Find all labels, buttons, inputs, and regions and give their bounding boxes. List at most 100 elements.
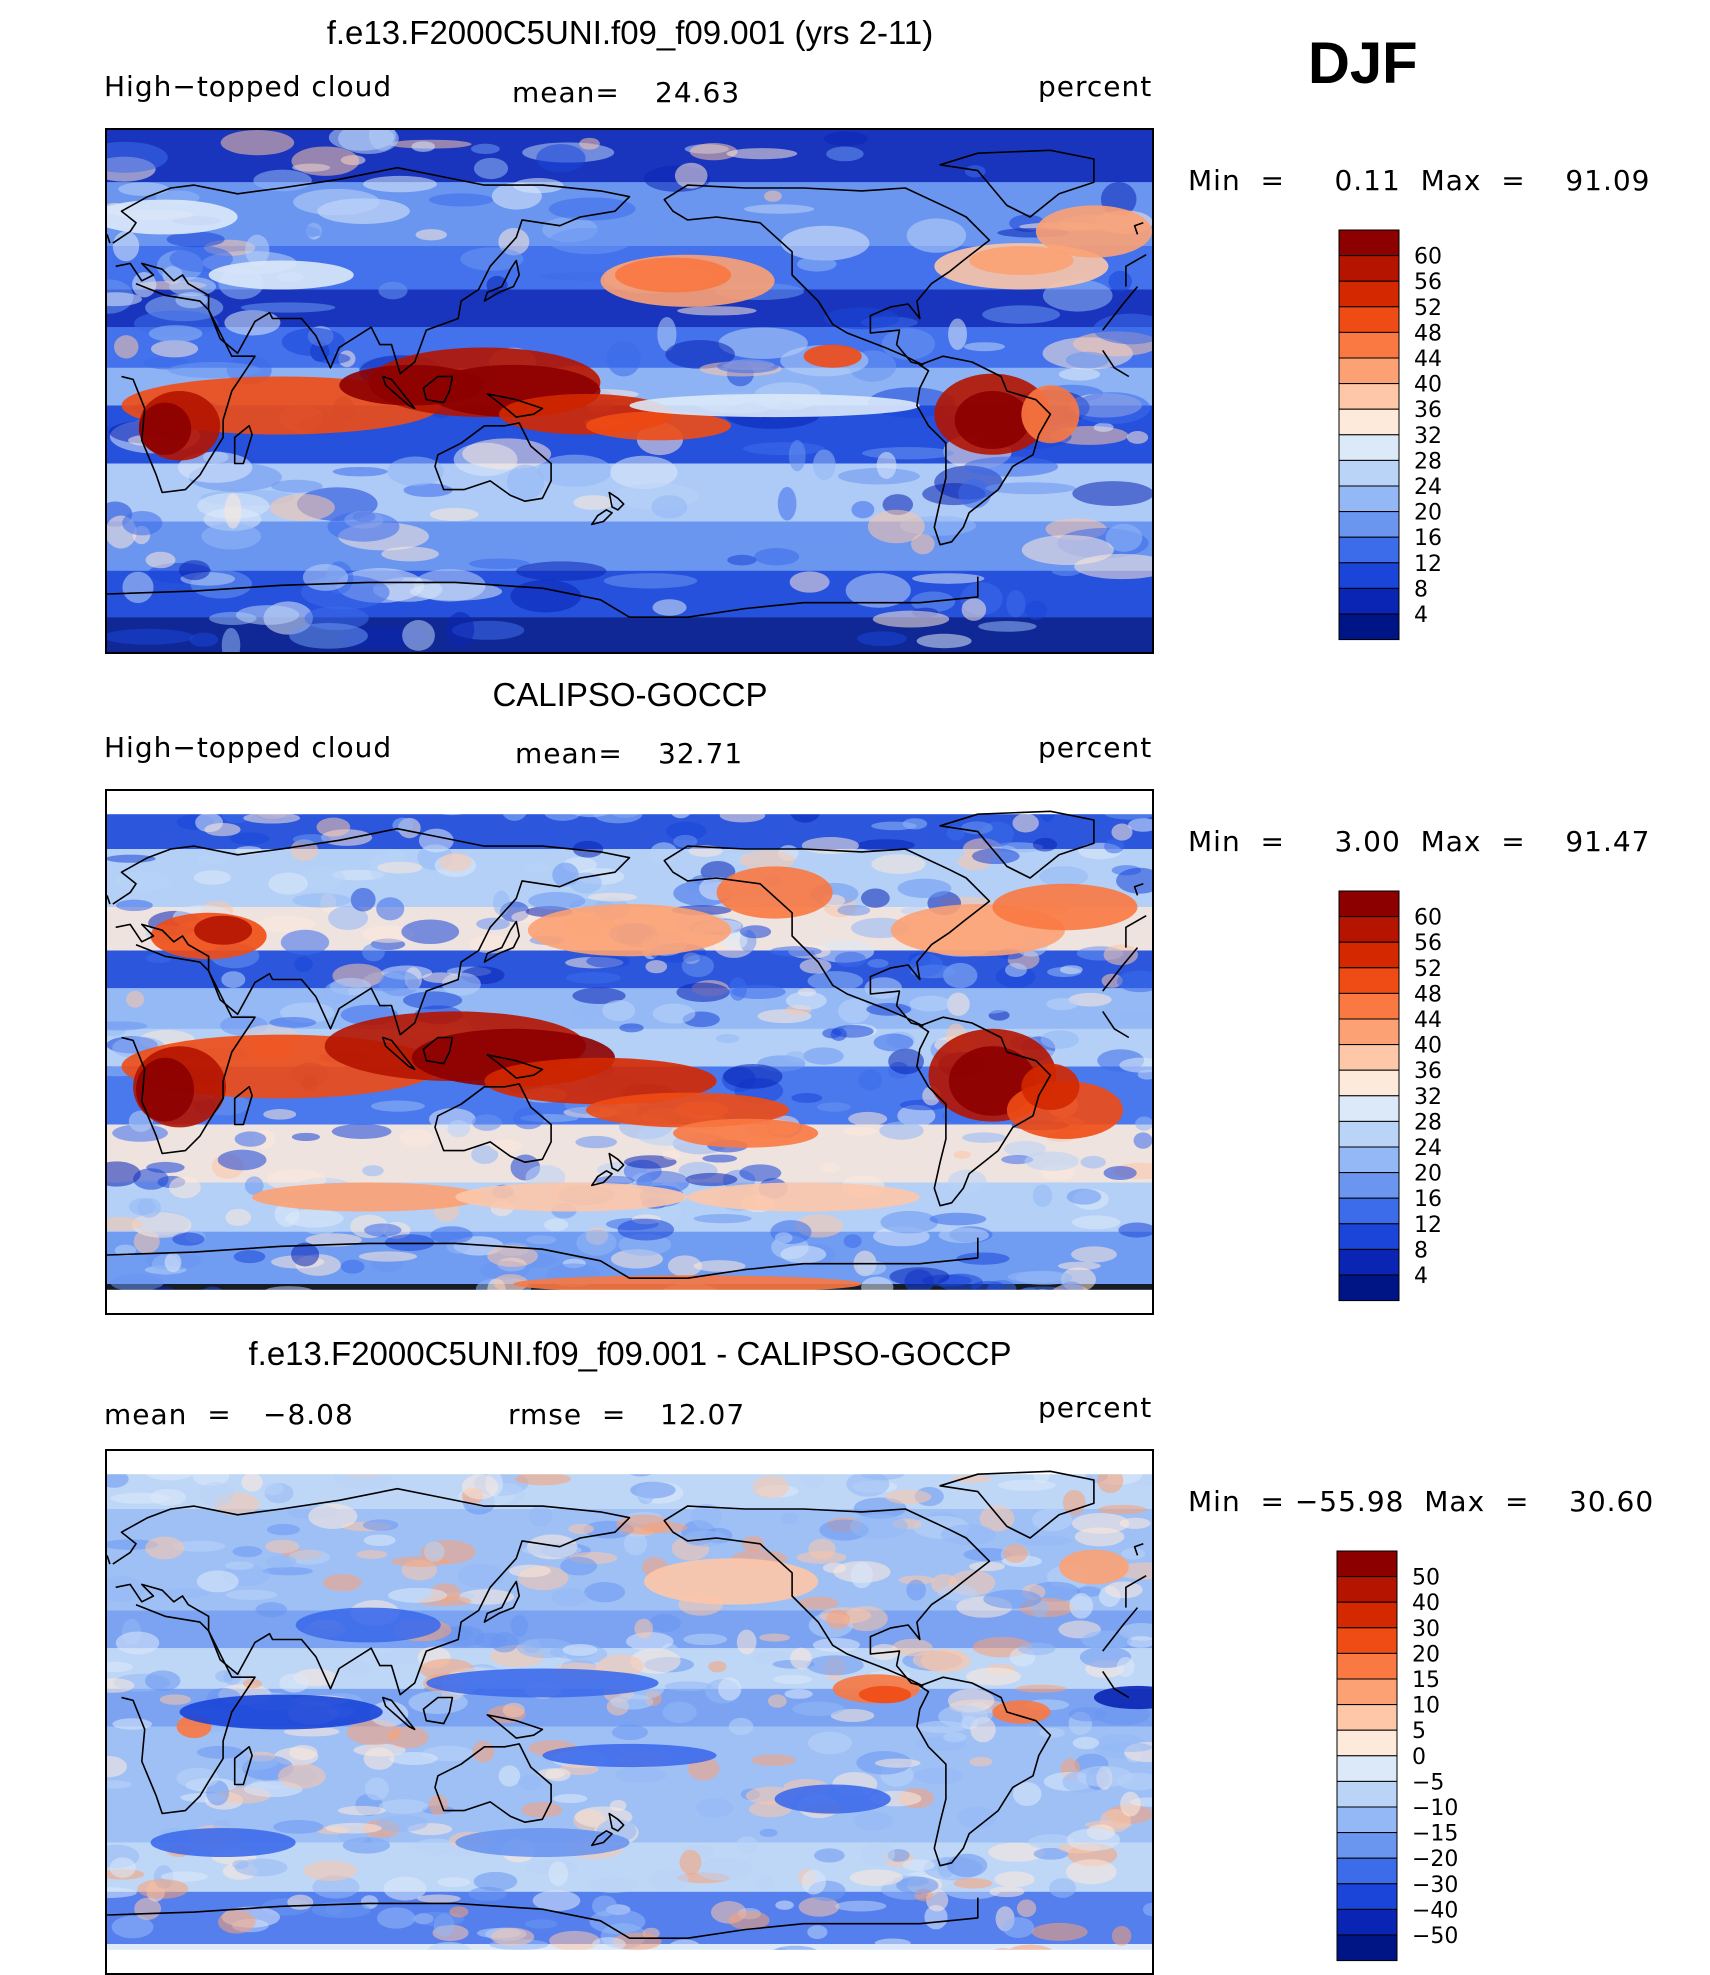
field-cell [312, 1875, 360, 1899]
field-cell [912, 1649, 966, 1671]
field-cell [791, 1092, 823, 1103]
field-cell [665, 821, 707, 841]
field-cell [816, 1102, 851, 1112]
field-cell [626, 1632, 674, 1651]
field-cell [912, 573, 985, 584]
field-cell [381, 546, 439, 562]
field-cell [370, 1652, 401, 1665]
field-cell [962, 1132, 1007, 1143]
field-cell [785, 1051, 806, 1064]
colorbar-swatch [1338, 306, 1400, 333]
field-cell [715, 1033, 740, 1044]
panel1-unit-label: percent [1038, 70, 1153, 103]
field-cell [447, 1120, 471, 1138]
field-cell [487, 1245, 538, 1267]
field-cell [532, 1890, 581, 1912]
field-cell [462, 438, 552, 470]
coastline-eurasia [1125, 1575, 1147, 1608]
field-cell [797, 256, 837, 272]
field-cell [985, 482, 1076, 495]
field-cell [462, 1474, 499, 1500]
field-cell [853, 1497, 907, 1519]
colorbar-swatch [1338, 1018, 1400, 1046]
field-cell [377, 1815, 428, 1832]
cloud-feature [585, 1092, 790, 1128]
colorbar-swatch [1338, 434, 1400, 461]
coastline-madagascar [233, 1746, 253, 1786]
panel2-unit-label: percent [1038, 731, 1153, 764]
colorbar-tick-label: 28 [1414, 1110, 1442, 1135]
coastline-eurasia [1125, 254, 1147, 287]
field-cell [146, 1161, 185, 1174]
colorbar-swatch [1338, 613, 1400, 641]
field-cell [792, 1701, 845, 1717]
field-cell [751, 1754, 796, 1767]
field-cell [587, 892, 638, 902]
colorbar-tick-label: 44 [1414, 1008, 1442, 1033]
field-cell [118, 182, 170, 196]
field-cell [1066, 1828, 1121, 1852]
field-cell [989, 1886, 1025, 1898]
field-cell [115, 871, 171, 892]
colorbar-swatch [1338, 1274, 1400, 1302]
panel2-mean-value: 32.71 [658, 737, 744, 770]
cloud-feature [1035, 205, 1152, 258]
field-cell [739, 925, 772, 939]
coastline-japan [483, 259, 520, 302]
colorbar-swatch [1336, 1601, 1398, 1629]
field-cell [408, 1690, 468, 1715]
field-cell [968, 1561, 1005, 1572]
colorbar-swatch [1336, 1550, 1398, 1578]
cloud-feature [513, 1275, 862, 1293]
field-cell [107, 292, 142, 307]
field-cell [1108, 1012, 1152, 1025]
colorbar-swatch [1338, 1095, 1400, 1122]
coastline-africa [121, 943, 256, 1155]
field-cell [429, 507, 479, 521]
field-cell [1015, 1270, 1073, 1285]
field-cell [233, 1250, 266, 1264]
field-cell [702, 1154, 738, 1163]
field-cell [378, 281, 408, 300]
field-cell [384, 1234, 435, 1251]
field-cell [498, 1765, 521, 1787]
field-cell [126, 990, 145, 1008]
field-cell [814, 1848, 845, 1863]
field-cell [545, 1768, 571, 1782]
colorbar-swatch [1338, 916, 1400, 943]
field-cell [220, 130, 295, 156]
colorbar-tick-label: 4 [1414, 603, 1428, 628]
coastline-south_america [916, 355, 1052, 546]
colorbar-tick-label: 60 [1414, 245, 1442, 270]
field-cell [889, 1267, 950, 1286]
field-cell [159, 1694, 191, 1705]
colorbar-swatch [1338, 331, 1400, 359]
colorbar-tick-label: 40 [1414, 1034, 1442, 1059]
field-cell [696, 1798, 734, 1818]
field-cell [490, 1927, 535, 1946]
field-cell [1057, 1261, 1101, 1271]
field-cell [376, 1907, 416, 1929]
field-cell [826, 146, 864, 162]
field-cell [1069, 1592, 1094, 1619]
field-cell [938, 1705, 989, 1728]
field-cell [929, 1212, 987, 1226]
field-cell [548, 197, 636, 221]
coastline-sumatra [382, 1036, 416, 1071]
colorbar-tick-label: 24 [1414, 1136, 1442, 1161]
colorbar-swatch [1336, 1806, 1398, 1834]
field-cell [234, 1131, 267, 1147]
field-cell [988, 1842, 1045, 1862]
field-cell [145, 953, 172, 963]
field-cell [897, 878, 952, 899]
field-cell [610, 455, 678, 489]
field-cell [149, 1489, 187, 1506]
field-cell [1051, 564, 1082, 577]
field-cell [858, 1069, 883, 1091]
field-cell [824, 131, 868, 146]
colorbar-tick-label: 48 [1414, 321, 1442, 346]
field-cell [960, 821, 993, 835]
field-cell [166, 231, 225, 248]
cloud-feature [954, 391, 1031, 449]
field-cell [107, 1161, 141, 1187]
